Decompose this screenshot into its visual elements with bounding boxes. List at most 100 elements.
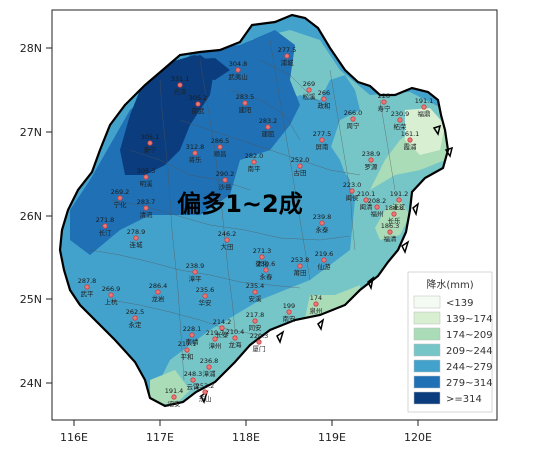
- station-10: 266.0 周宁: [344, 109, 363, 130]
- legend-label: 209~244: [446, 346, 493, 357]
- station-12: 161.1 霞浦: [401, 130, 420, 151]
- station-name: 邵武: [192, 106, 206, 115]
- station-dot: [421, 104, 427, 110]
- station-dot: [349, 188, 355, 194]
- station-name: 大田: [221, 242, 234, 251]
- legend-label: 174~209: [446, 330, 493, 341]
- station-name: 同安: [249, 323, 263, 332]
- legend-swatch: [413, 327, 441, 341]
- station-value: 228: [378, 92, 390, 100]
- station-name: 仙游: [318, 262, 332, 271]
- station-value: 262.5: [126, 308, 145, 316]
- y-axis: 28N 27N 26N 25N 24N: [20, 42, 52, 390]
- station-name: 长汀: [99, 228, 113, 237]
- station-value: 304.8: [229, 60, 248, 68]
- station-58: 220.3 厦门: [250, 332, 269, 353]
- station-value: 217.8: [246, 311, 265, 319]
- station-25: 208.2 福州: [368, 197, 387, 218]
- x-tick-label: 120E: [404, 431, 432, 444]
- station-name: 永春: [260, 272, 274, 281]
- station-value: 286.4: [149, 282, 168, 290]
- station-dot: [219, 325, 225, 331]
- station-56: 191.4 诏安: [165, 387, 184, 408]
- contour-over-314: [120, 55, 215, 175]
- station-dot: [256, 339, 262, 345]
- station-47: 262.5 永定: [126, 308, 145, 329]
- station-dot: [374, 204, 380, 210]
- station-name: 长泰: [216, 330, 230, 339]
- station-value: 236.8: [200, 357, 219, 365]
- station-dot: [321, 257, 327, 263]
- station-29: 269.2 宁化: [111, 188, 130, 209]
- x-tick-label: 118E: [232, 431, 260, 444]
- station-28: 186.3 福清: [381, 222, 400, 243]
- station-value: 191.1: [415, 97, 434, 105]
- station-value: 235.4: [246, 282, 265, 290]
- station-name: 罗源: [365, 162, 379, 171]
- station-dot: [381, 99, 387, 105]
- station-value: 235.6: [196, 286, 215, 294]
- station-dot: [265, 124, 271, 130]
- station-value: 210.1: [357, 190, 376, 198]
- station-5: 283.5 建阳: [236, 93, 255, 114]
- station-name: 霞浦: [404, 142, 418, 151]
- station-name: 泰宁: [144, 145, 158, 154]
- station-dot: [350, 116, 356, 122]
- station-name: 福州: [371, 209, 384, 218]
- station-value: 230.9: [391, 110, 410, 118]
- station-dot: [252, 318, 258, 324]
- x-tick-label: 117E: [146, 431, 174, 444]
- y-tick-label: 25N: [20, 293, 42, 306]
- station-name: 松溪: [303, 92, 317, 101]
- station-name: 闽清: [360, 202, 374, 211]
- station-value: 174: [310, 294, 322, 302]
- legend-label: 279~314: [446, 378, 493, 389]
- station-name: 武平: [81, 289, 95, 298]
- station-43: 235.6 华安: [196, 286, 215, 307]
- legend-swatch: [413, 311, 441, 325]
- station-name: 连江: [393, 202, 407, 211]
- station-value: 290.2: [216, 170, 235, 178]
- station-26: 191.2 连江: [390, 190, 409, 211]
- station-dot: [195, 101, 201, 107]
- station-50: 228.1 南靖: [183, 325, 202, 346]
- station-value: 186.3: [381, 222, 400, 230]
- station-46: 174 泉州: [310, 294, 323, 315]
- station-53: 236.8 漳浦: [200, 357, 219, 378]
- station-33: 246.2 大田: [218, 230, 237, 251]
- contour-279-314: [70, 30, 300, 255]
- coastal-islands: [200, 124, 454, 405]
- station-name: 华安: [199, 298, 213, 307]
- station-value: 228.1: [183, 325, 202, 333]
- station-name: 长乐: [388, 216, 402, 225]
- station-32: 278.9 连城: [127, 228, 146, 249]
- station-dot: [143, 205, 149, 211]
- station-17: 305.1 泰宁: [141, 133, 160, 154]
- station-36: 271.3 德化: [253, 247, 272, 268]
- station-name: 建瓯: [262, 129, 276, 138]
- legend-box: [407, 271, 493, 413]
- station-value: 223.0: [343, 181, 362, 189]
- station-value: 253.2: [196, 382, 215, 390]
- station-51: 219.7 漳州: [206, 329, 225, 350]
- y-tick-label: 26N: [20, 210, 42, 223]
- station-name: 永定: [129, 320, 143, 329]
- contour-174-209-fuqing: [375, 200, 410, 240]
- station-34: 239.8 永泰: [313, 213, 332, 234]
- station-name: 莆田: [294, 268, 307, 277]
- station-dot: [319, 220, 325, 226]
- station-value: 219.7: [206, 329, 225, 337]
- legend-items: <139 139~174 174~209 209~244 244~279 279~314 >…: [413, 295, 493, 405]
- station-value: 239.6: [257, 260, 276, 268]
- station-dot: [368, 157, 374, 163]
- legend-label: <139: [446, 298, 473, 309]
- station-dot: [396, 197, 402, 203]
- legend-label: 244~279: [446, 362, 493, 373]
- station-name: 明溪: [140, 179, 154, 188]
- station-dot: [363, 197, 369, 203]
- county-boundaries: [89, 39, 396, 381]
- station-41: 238.9 漳平: [186, 262, 205, 283]
- station-value: 286.5: [211, 137, 230, 145]
- station-dot: [391, 211, 397, 217]
